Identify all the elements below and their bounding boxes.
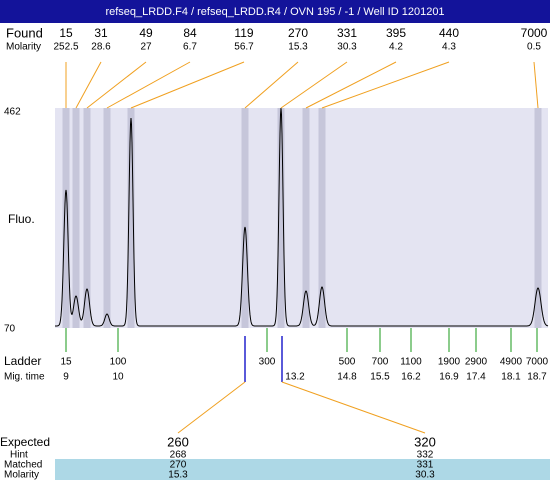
peak-connector (244, 61, 299, 109)
mig-time-label: Mig. time (4, 372, 45, 383)
hint-value: 332 (417, 450, 434, 461)
peak-band (277, 108, 285, 328)
expected-value: 260 (167, 434, 189, 449)
found-label: Found (6, 25, 43, 40)
found-molarity: 0.5 (527, 42, 541, 53)
mig-time: 16.9 (439, 372, 459, 383)
found-molarity: 28.6 (91, 42, 111, 53)
found-size: 440 (439, 26, 459, 40)
found-size: 331 (337, 26, 357, 40)
matched-value: 270 (170, 460, 187, 471)
mig-time: 16.2 (401, 372, 421, 383)
mig-time: 15.5 (370, 372, 390, 383)
matched-band (55, 459, 550, 480)
mig-time: 17.4 (466, 372, 486, 383)
ladder-size: 4900 (500, 357, 523, 368)
found-molarity: 30.3 (337, 42, 357, 53)
axis-max: 462 (4, 107, 21, 118)
axis-min: 70 (4, 324, 16, 335)
found-molarity: 4.2 (389, 42, 403, 53)
peak-connector (321, 61, 450, 109)
title: refseq_LRDD.F4 / refseq_LRDD.R4 / OVN 19… (105, 6, 444, 18)
peak-connector (305, 61, 397, 109)
found-size: 49 (139, 26, 153, 40)
mig-time: 13.2 (285, 372, 305, 383)
peak-band (302, 108, 310, 328)
expected-label: Expected (0, 435, 50, 449)
found-molarity: 27 (140, 42, 152, 53)
molarity-label: Molarity (4, 470, 39, 480)
peak-connector (533, 61, 539, 109)
found-size: 84 (183, 26, 197, 40)
ladder-size: 1900 (438, 357, 461, 368)
peak-connector (75, 61, 102, 109)
peak-band (72, 108, 80, 328)
matched-value: 331 (417, 460, 434, 471)
ladder-size: 2900 (465, 357, 488, 368)
found-molarity: 252.5 (53, 42, 78, 53)
found-size: 7000 (521, 26, 548, 40)
found-size: 31 (94, 26, 108, 40)
peak-band (534, 108, 542, 328)
axis-label: Fluo. (8, 212, 35, 226)
ladder-size: 700 (372, 357, 389, 368)
found-size: 395 (386, 26, 406, 40)
ladder-size: 7000 (526, 357, 549, 368)
peak-connector (86, 61, 147, 109)
hint-value: 268 (170, 450, 187, 461)
peak-connector (130, 61, 245, 109)
trace (55, 107, 549, 327)
ladder-size: 300 (259, 357, 276, 368)
expected-value: 320 (414, 434, 436, 449)
peak-band (241, 108, 249, 328)
mig-time: 18.1 (501, 372, 521, 383)
mig-time: 18.7 (527, 372, 547, 383)
found-size: 119 (234, 26, 253, 40)
peak-band (103, 108, 111, 328)
found-size: 15 (59, 26, 73, 40)
ladder-size: 15 (60, 357, 72, 368)
plot-area (55, 108, 548, 328)
molarity-label: Molarity (6, 42, 41, 53)
peak-band (127, 108, 135, 328)
title-bar (0, 0, 550, 23)
ladder-size: 500 (339, 357, 356, 368)
mig-time: 10 (112, 372, 124, 383)
connector (177, 381, 246, 434)
matched-molarity: 15.3 (168, 470, 188, 480)
found-molarity: 6.7 (183, 42, 197, 53)
matched-molarity: 30.3 (415, 470, 435, 480)
peak-band (62, 108, 70, 328)
mig-time: 9 (63, 372, 69, 383)
mig-time: 14.8 (337, 372, 357, 383)
hint-label: Hint (10, 450, 28, 461)
found-size: 270 (288, 26, 308, 40)
matched-label: Matched (4, 460, 42, 471)
peak-connector (106, 61, 191, 109)
ladder-size: 1100 (400, 357, 422, 368)
ladder-label: Ladder (4, 354, 41, 368)
found-molarity: 56.7 (234, 42, 254, 53)
peak-band (83, 108, 91, 328)
peak-band (318, 108, 326, 328)
found-molarity: 4.3 (442, 42, 456, 53)
peak-connector (280, 61, 348, 109)
connector (281, 381, 426, 434)
ladder-size: 100 (110, 357, 127, 368)
found-molarity: 15.3 (288, 42, 308, 53)
